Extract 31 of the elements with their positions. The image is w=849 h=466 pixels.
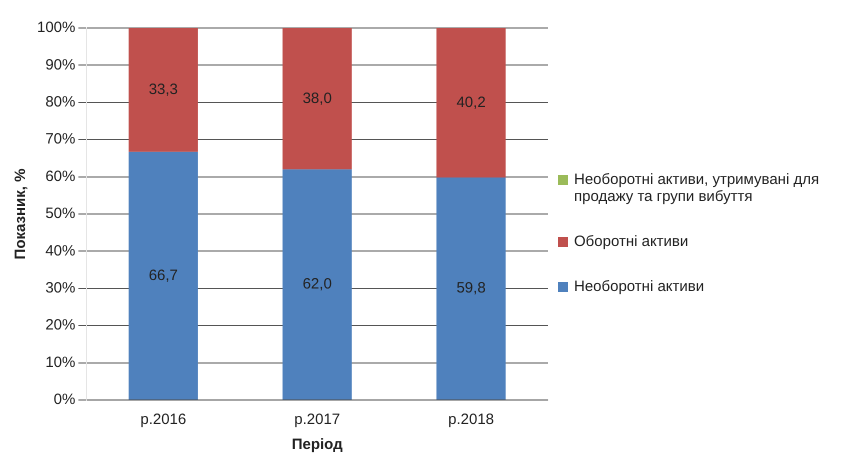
x-tick-label: р.2016 — [140, 411, 186, 428]
bar — [282, 28, 352, 170]
bar — [128, 28, 198, 152]
bar — [128, 152, 198, 400]
y-tick-label: 40% — [45, 242, 76, 260]
x-axis-title: Період — [292, 436, 344, 454]
data-label: 66,7 — [148, 266, 178, 284]
y-tick-label: 10% — [45, 354, 76, 371]
legend-label: Необоротні активи — [574, 278, 704, 295]
y-tick-label: 30% — [45, 280, 76, 297]
data-label: 38,0 — [302, 90, 332, 107]
y-tick-label: 80% — [45, 94, 76, 111]
data-label: 33,3 — [148, 81, 178, 98]
y-tick-label: 70% — [45, 130, 76, 148]
y-tick-label: 90% — [45, 56, 76, 74]
bar — [436, 28, 506, 178]
y-tick-label: 20% — [45, 316, 76, 334]
y-tick-label: 50% — [45, 205, 76, 222]
data-label: 40,2 — [456, 94, 486, 111]
bar — [436, 178, 506, 400]
legend-label: Необоротні активи, утримувані для продажу та групи вибуття — [574, 171, 820, 205]
data-label: 59,8 — [456, 280, 486, 297]
bar — [282, 169, 352, 400]
y-tick-label: 60% — [45, 168, 76, 185]
y-tick-label: 0% — [54, 391, 76, 408]
x-tick-label: р.2017 — [294, 411, 340, 428]
legend-label: Оборотні активи — [574, 233, 688, 250]
y-tick-label: 100% — [36, 19, 76, 36]
y-axis-title: Показник, % — [12, 168, 30, 260]
x-tick-label: р.2018 — [448, 411, 494, 428]
data-label: 62,0 — [302, 276, 332, 293]
